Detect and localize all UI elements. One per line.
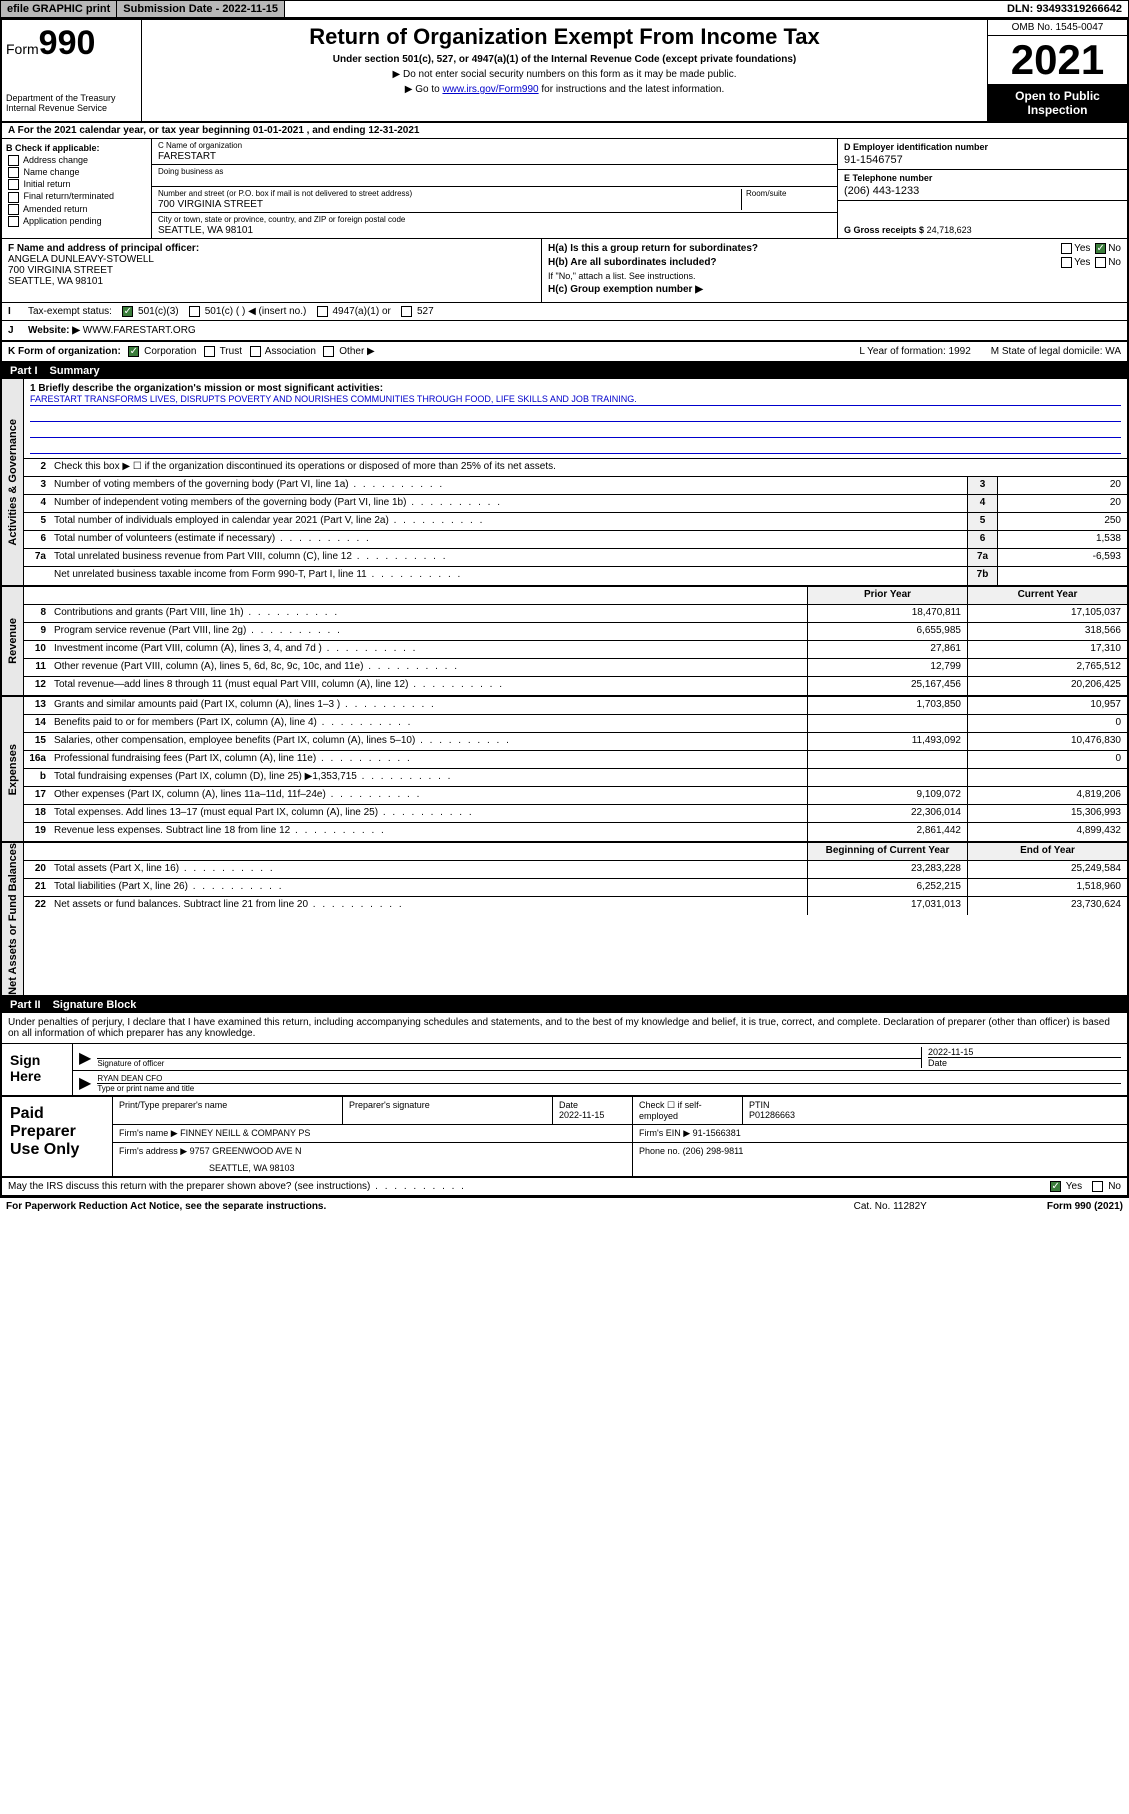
vbar-governance: Activities & Governance: [7, 419, 19, 546]
mission-block: 1 Briefly describe the organization's mi…: [24, 379, 1127, 459]
table-row: 12Total revenue—add lines 8 through 11 (…: [24, 677, 1127, 695]
sign-here-block: Sign Here ▶ Signature of officer 2022-11…: [2, 1044, 1127, 1097]
table-row: bTotal fundraising expenses (Part IX, co…: [24, 769, 1127, 787]
form-subtitle: Under section 501(c), 527, or 4947(a)(1)…: [150, 54, 979, 65]
table-row: 20Total assets (Part X, line 16) 23,283,…: [24, 861, 1127, 879]
chk-final-return[interactable]: Final return/terminated: [6, 191, 147, 202]
table-row: Net unrelated business taxable income fr…: [24, 567, 1127, 585]
city-state-zip: SEATTLE, WA 98101: [158, 225, 831, 236]
group-return-section: H(a) Is this a group return for subordin…: [542, 239, 1127, 302]
principal-officer: F Name and address of principal officer:…: [2, 239, 542, 302]
dept-label: Department of the Treasury: [6, 93, 137, 103]
website-value: WWW.FARESTART.ORG: [83, 325, 196, 336]
col-b-checkboxes: B Check if applicable: Address change Na…: [2, 139, 152, 238]
table-row: 15Salaries, other compensation, employee…: [24, 733, 1127, 751]
instructions-note: ▶ Go to www.irs.gov/Form990 for instruct…: [150, 84, 979, 95]
form-number: Form990: [6, 24, 137, 63]
section-revenue: Revenue Prior YearCurrent Year 8Contribu…: [2, 587, 1127, 697]
discuss-yes-checked: [1050, 1181, 1061, 1192]
line-k-form-org: K Form of organization: Corporation Trus…: [2, 342, 1127, 363]
line-i-tax-status: I Tax-exempt status: 501(c)(3) 501(c) ( …: [2, 303, 1127, 321]
org-name: FARESTART: [158, 151, 831, 162]
line-j-website: J Website: ▶ WWW.FARESTART.ORG: [2, 321, 1127, 342]
table-row: 19Revenue less expenses. Subtract line 1…: [24, 823, 1127, 841]
table-row: 13Grants and similar amounts paid (Part …: [24, 697, 1127, 715]
arrow-icon: ▶: [79, 1073, 91, 1093]
table-row: 8Contributions and grants (Part VIII, li…: [24, 605, 1127, 623]
row-a-tax-year: A For the 2021 calendar year, or tax yea…: [2, 123, 1127, 139]
table-row: 18Total expenses. Add lines 13–17 (must …: [24, 805, 1127, 823]
ssn-note: ▶ Do not enter social security numbers o…: [150, 69, 979, 80]
table-row: 4Number of independent voting members of…: [24, 495, 1127, 513]
signature-intro: Under penalties of perjury, I declare th…: [2, 1013, 1127, 1044]
table-row: 21Total liabilities (Part X, line 26) 6,…: [24, 879, 1127, 897]
chk-initial-return[interactable]: Initial return: [6, 179, 147, 190]
omb-number: OMB No. 1545-0047: [988, 20, 1127, 36]
section-expenses: Expenses 13Grants and similar amounts pa…: [2, 697, 1127, 843]
cat-no: Cat. No. 11282Y: [854, 1201, 927, 1212]
state-domicile: M State of legal domicile: WA: [991, 346, 1121, 357]
table-row: 9Program service revenue (Part VIII, lin…: [24, 623, 1127, 641]
firm-name: FINNEY NEILL & COMPANY PS: [180, 1128, 310, 1138]
prep-date: 2022-11-15: [559, 1110, 626, 1120]
col-c-org-info: C Name of organization FARESTART Doing b…: [152, 139, 837, 238]
form-container: Form990 Department of the Treasury Inter…: [0, 18, 1129, 1198]
bottom-footer: For Paperwork Reduction Act Notice, see …: [0, 1198, 1129, 1215]
top-toolbar: efile GRAPHIC print Submission Date - 20…: [0, 0, 1129, 18]
discuss-preparer-row: May the IRS discuss this return with the…: [2, 1178, 1127, 1196]
table-row: 10Investment income (Part VIII, column (…: [24, 641, 1127, 659]
ha-no-checked: [1095, 243, 1106, 254]
arrow-icon: ▶: [79, 1048, 91, 1068]
table-row: 6Total number of volunteers (estimate if…: [24, 531, 1127, 549]
section-net-assets: Net Assets or Fund Balances Beginning of…: [2, 843, 1127, 997]
ptin-value: P01286663: [749, 1110, 1121, 1120]
table-row: 11Other revenue (Part VIII, column (A), …: [24, 659, 1127, 677]
part-i-header: Part I Summary: [2, 363, 1127, 379]
form-title: Return of Organization Exempt From Incom…: [150, 24, 979, 50]
paid-preparer-block: Paid Preparer Use Only Print/Type prepar…: [2, 1097, 1127, 1178]
year-formation: L Year of formation: 1992: [859, 346, 970, 357]
chk-application-pending[interactable]: Application pending: [6, 216, 147, 227]
public-inspection-badge: Open to Public Inspection: [988, 85, 1127, 121]
chk-address-change[interactable]: Address change: [6, 155, 147, 166]
section-governance: Activities & Governance 1 Briefly descri…: [2, 379, 1127, 587]
vbar-net-assets: Net Assets or Fund Balances: [7, 843, 19, 995]
ein-value: 91-1546757: [844, 154, 1121, 166]
gross-receipts: 24,718,623: [927, 225, 972, 235]
table-row: 7aTotal unrelated business revenue from …: [24, 549, 1127, 567]
street-address: 700 VIRGINIA STREET: [158, 199, 741, 210]
officer-name: RYAN DEAN CFO: [97, 1074, 1121, 1083]
instructions-link[interactable]: www.irs.gov/Form990: [442, 84, 538, 95]
vbar-revenue: Revenue: [7, 618, 19, 664]
table-row: 17Other expenses (Part IX, column (A), l…: [24, 787, 1127, 805]
mission-text: FARESTART TRANSFORMS LIVES, DISRUPTS POV…: [30, 394, 1121, 406]
irs-label: Internal Revenue Service: [6, 103, 137, 113]
table-row: 22Net assets or fund balances. Subtract …: [24, 897, 1127, 915]
col-d-ein-phone: D Employer identification number 91-1546…: [837, 139, 1127, 238]
sig-date: 2022-11-15: [928, 1047, 1121, 1057]
tax-year: 2021: [988, 36, 1127, 85]
block-f-h: F Name and address of principal officer:…: [2, 239, 1127, 303]
part-ii-header: Part II Signature Block: [2, 997, 1127, 1013]
firm-phone: (206) 298-9811: [683, 1146, 744, 1156]
submission-date-button[interactable]: Submission Date - 2022-11-15: [117, 1, 285, 17]
table-row: 3Number of voting members of the governi…: [24, 477, 1127, 495]
corp-checked: [128, 346, 139, 357]
efile-print-button[interactable]: efile GRAPHIC print: [1, 1, 117, 17]
table-row: 5Total number of individuals employed in…: [24, 513, 1127, 531]
form-header: Form990 Department of the Treasury Inter…: [2, 20, 1127, 123]
501c3-checked: [122, 306, 133, 317]
table-row: 16aProfessional fundraising fees (Part I…: [24, 751, 1127, 769]
telephone-value: (206) 443-1233: [844, 185, 1121, 197]
chk-name-change[interactable]: Name change: [6, 167, 147, 178]
chk-amended-return[interactable]: Amended return: [6, 204, 147, 215]
dln-label: DLN: 93493319266642: [1001, 1, 1128, 17]
vbar-expenses: Expenses: [7, 744, 19, 795]
block-b-c-d: B Check if applicable: Address change Na…: [2, 139, 1127, 239]
firm-ein: 91-1566381: [693, 1128, 741, 1138]
table-row: 14Benefits paid to or for members (Part …: [24, 715, 1127, 733]
firm-address: 9757 GREENWOOD AVE N: [190, 1146, 302, 1156]
